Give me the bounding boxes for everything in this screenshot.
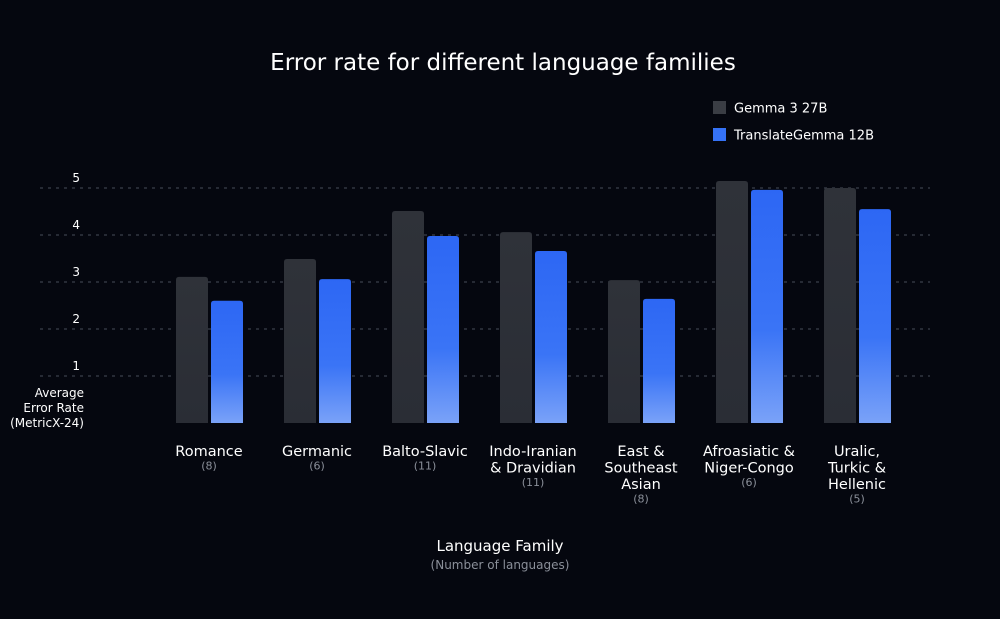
bar-gemma [716, 180, 748, 423]
y-axis-label: Error Rate [23, 401, 84, 415]
bar-gemma [176, 276, 208, 423]
x-tick-label: Hellenic [828, 477, 886, 493]
x-tick-label: Balto-Slavic [382, 444, 468, 460]
x-tick-count: (11) [522, 476, 545, 489]
x-tick-label: East & [617, 444, 664, 460]
x-tick-label: Turkic & [827, 461, 886, 477]
bar-gemma [392, 211, 424, 423]
bar-translategemma [427, 235, 459, 423]
y-tick-label: 4 [72, 218, 80, 232]
bar-gemma [608, 280, 640, 423]
x-tick-count: (5) [849, 493, 865, 506]
x-tick-label: Southeast [604, 461, 678, 477]
x-tick-label: Asian [621, 477, 661, 493]
bar-gemma [500, 232, 532, 423]
chart-title: Error rate for different language famili… [270, 50, 736, 76]
bar-translategemma [535, 250, 567, 423]
y-tick-label: 2 [72, 312, 80, 326]
legend-swatch [713, 101, 726, 114]
bar-translategemma [211, 300, 243, 423]
x-tick-label: & Dravidian [490, 461, 576, 477]
y-tick-label: 5 [72, 171, 80, 185]
x-tick-count: (8) [633, 493, 649, 506]
x-tick-label: Niger-Congo [704, 461, 794, 477]
y-tick-label: 3 [72, 265, 80, 279]
legend-label: TranslateGemma 12B [733, 129, 874, 144]
bar-gemma [824, 188, 856, 423]
bar-translategemma [643, 298, 675, 423]
x-tick-label: Romance [175, 444, 242, 460]
x-tick-count: (6) [741, 476, 757, 489]
y-axis-label: Average [35, 386, 84, 400]
bar-translategemma [319, 279, 351, 423]
y-axis-label: (MetricX-24) [10, 416, 84, 430]
bar-gemma [284, 258, 316, 423]
x-tick-count: (11) [414, 460, 437, 473]
bar-translategemma [751, 189, 783, 423]
x-tick-count: (6) [309, 460, 325, 473]
x-axis-label: Language Family [436, 537, 563, 555]
x-axis-sublabel: (Number of languages) [431, 558, 570, 572]
x-tick-label: Uralic, [834, 444, 880, 460]
bar-translategemma [859, 209, 891, 423]
x-tick-label: Indo-Iranian [489, 444, 576, 460]
x-tick-count: (8) [201, 460, 217, 473]
legend-swatch [713, 128, 726, 141]
y-tick-label: 1 [72, 359, 80, 373]
legend-label: Gemma 3 27B [734, 102, 827, 117]
x-tick-label: Germanic [282, 444, 352, 460]
x-tick-label: Afroasiatic & [703, 444, 795, 460]
